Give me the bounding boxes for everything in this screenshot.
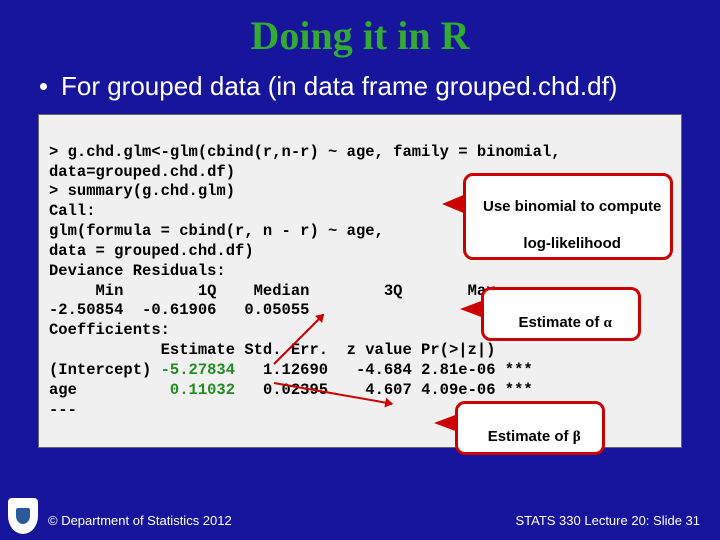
code-line: (Intercept) [49, 361, 161, 379]
intercept-estimate: -5.27834 [161, 361, 235, 379]
beta-symbol: β [573, 429, 581, 445]
code-line: Call: [49, 202, 96, 220]
code-line: Estimate Std. Err. z value Pr(>|z|) [49, 341, 495, 359]
code-line: data = grouped.chd.df) [49, 242, 254, 260]
callout-text: Estimate of [488, 428, 573, 445]
code-line: > g.chd.glm<-glm(cbind(r,n-r) ~ age, fam… [49, 143, 561, 161]
footer-copyright: © Department of Statistics 2012 [48, 513, 232, 528]
callout-binomial: Use binomial to compute log-likelihood [463, 173, 673, 260]
code-line: Min 1Q Median 3Q Max [49, 282, 495, 300]
code-line: 1.12690 -4.684 2.81e-06 *** [235, 361, 533, 379]
callout-text: Estimate of [518, 314, 603, 331]
footer-slide-number: STATS 330 Lecture 20: Slide 31 [515, 513, 700, 528]
code-line: data=grouped.chd.df) [49, 163, 235, 181]
code-line: --- [49, 401, 77, 419]
code-line: glm(formula = cbind(r, n - r) ~ age, [49, 222, 384, 240]
callout-text: Use binomial to compute [483, 198, 661, 215]
code-line: age [49, 381, 170, 399]
slide-title: Doing it in R [0, 0, 720, 59]
callout-text: log-likelihood [523, 235, 621, 252]
callout-beta: Estimate of β [455, 401, 605, 455]
code-line: Deviance Residuals: [49, 262, 226, 280]
code-block: > g.chd.glm<-glm(cbind(r,n-r) ~ age, fam… [38, 114, 682, 448]
code-line: Coefficients: [49, 321, 170, 339]
age-estimate: 0.11032 [170, 381, 235, 399]
bullet-row: For grouped data (in data frame grouped.… [0, 59, 720, 110]
alpha-symbol: α [604, 315, 612, 331]
university-crest-icon [8, 498, 38, 534]
code-line: -2.50854 -0.61906 0.05055 [49, 301, 309, 319]
bullet-dot [40, 83, 47, 90]
bullet-text: For grouped data (in data frame grouped.… [61, 71, 617, 101]
callout-alpha: Estimate of α [481, 287, 641, 341]
code-line: > summary(g.chd.glm) [49, 182, 235, 200]
